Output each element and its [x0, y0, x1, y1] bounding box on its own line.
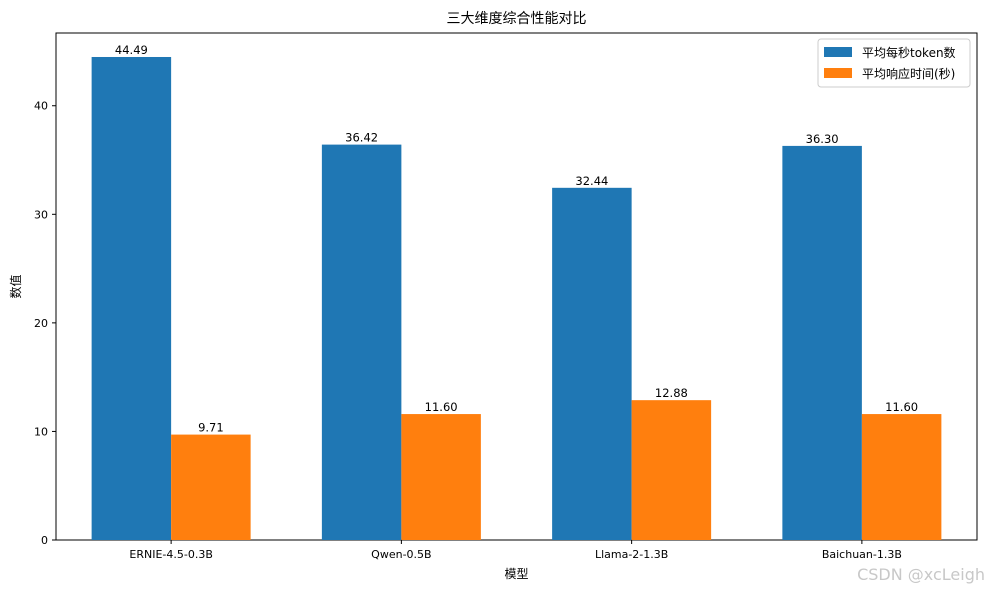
- bar-value-label: 11.60: [425, 400, 458, 414]
- y-axis-label: 数值: [8, 274, 23, 298]
- bar-value-label: 9.71: [198, 421, 224, 435]
- bar-value-label: 36.30: [806, 132, 839, 146]
- y-tick-label: 0: [41, 534, 48, 547]
- x-tick-label: ERNIE-4.5-0.3B: [129, 548, 213, 561]
- bar-tokens-3: [782, 145, 862, 540]
- chart-title: 三大维度综合性能对比: [447, 11, 587, 27]
- bar-value-label: 11.60: [885, 400, 918, 414]
- bar-value-label: 32.44: [575, 174, 608, 188]
- legend-swatch: [824, 68, 852, 78]
- legend-swatch: [824, 47, 852, 57]
- bar-tokens-0: [91, 56, 172, 541]
- bar-response-time-0: [171, 434, 251, 540]
- bar-value-label: 44.49: [115, 43, 148, 57]
- y-tick-label: 40: [34, 100, 48, 113]
- bar-tokens-1: [321, 144, 402, 540]
- bar-value-label: 12.88: [655, 386, 688, 400]
- bar-response-time-3: [861, 414, 942, 540]
- bars-group: 44.49 36.42 32.44 36.30 9.71 11.60 12.88 11.60: [91, 43, 942, 541]
- legend-entry-label: 平均响应时间(秒): [862, 66, 955, 81]
- bar-response-time-2: [631, 400, 712, 540]
- y-tick-label: 10: [34, 425, 48, 438]
- x-tick-label: Qwen-0.5B: [371, 548, 431, 561]
- x-tick-label: Llama-2-1.3B: [595, 548, 668, 561]
- x-tick-label: Baichuan-1.3B: [822, 548, 902, 561]
- watermark: CSDN @xcLeigh: [857, 565, 985, 584]
- bar-tokens-2: [552, 187, 632, 540]
- x-axis: ERNIE-4.5-0.3B Qwen-0.5B Llama-2-1.3B Baich…: [129, 540, 902, 561]
- bar-response-time-1: [401, 414, 481, 540]
- y-axis: 0 10 20 30 40: [34, 100, 56, 547]
- plot-area: [55, 32, 978, 541]
- legend-frame: [817, 38, 971, 88]
- y-tick-label: 20: [34, 317, 48, 330]
- bar-value-label: 36.42: [345, 131, 378, 145]
- y-tick-label: 30: [34, 208, 48, 221]
- x-axis-label: 模型: [504, 567, 528, 581]
- legend-entry-label: 平均每秒token数: [862, 45, 956, 60]
